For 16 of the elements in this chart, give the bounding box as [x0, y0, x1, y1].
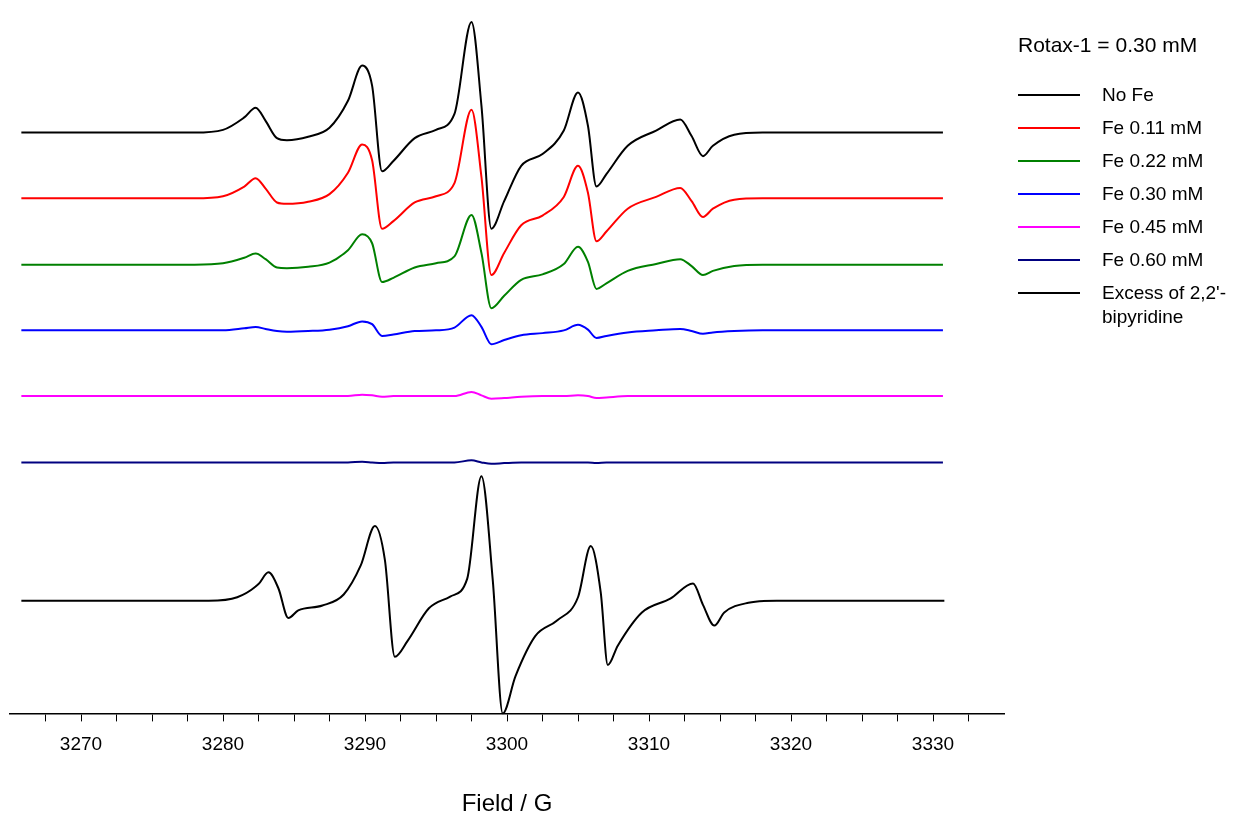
x-axis-title: Field / G: [461, 789, 553, 817]
legend-label: Fe 0.30 mM: [1102, 182, 1205, 206]
legend-label: Fe 0.45 mM: [1102, 215, 1205, 239]
x-tick-label: 3300: [485, 733, 529, 755]
x-tick-label: 3270: [59, 733, 103, 755]
legend-label: Excess of 2,2'-bipyridine: [1102, 281, 1227, 329]
x-tick-label: 3290: [343, 733, 387, 755]
x-tick-label: 3330: [911, 733, 955, 755]
legend-title: Rotax-1 = 0.30 mM: [1018, 33, 1199, 57]
x-tick-label: 3320: [769, 733, 813, 755]
legend-label: Fe 0.60 mM: [1102, 248, 1205, 272]
legend-label: Fe 0.11 mM: [1102, 116, 1203, 140]
x-tick-label: 3280: [201, 733, 245, 755]
legend-label: Fe 0.22 mM: [1102, 149, 1205, 173]
x-tick-label: 3310: [627, 733, 671, 755]
legend-label: No Fe: [1102, 83, 1155, 107]
